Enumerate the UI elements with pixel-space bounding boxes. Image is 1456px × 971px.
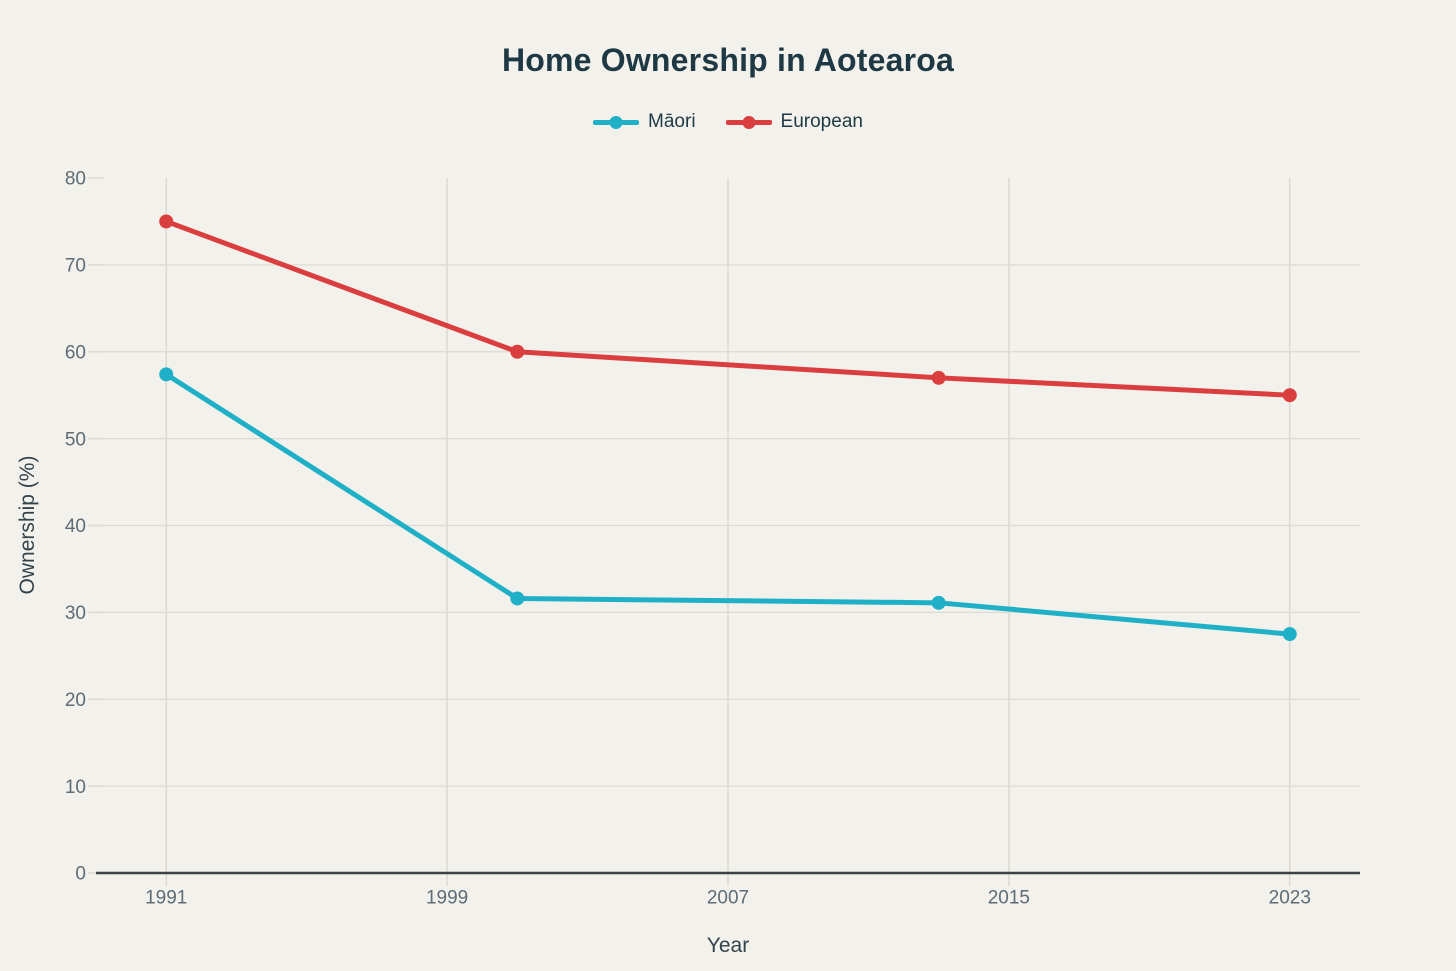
- legend-label: European: [780, 111, 863, 132]
- y-tick-label: 30: [65, 603, 86, 624]
- y-tick-label: 20: [65, 690, 86, 711]
- data-point-european-2013[interactable]: [931, 370, 946, 385]
- chart-title: Home Ownership in Aotearoa: [501, 42, 955, 78]
- data-point-maori-2001[interactable]: [510, 591, 525, 606]
- legend-item-maori[interactable]: Māori: [593, 111, 696, 133]
- line-dot-marker-icon: [725, 115, 772, 129]
- data-point-maori-2013[interactable]: [931, 595, 946, 610]
- y-tick-label: 80: [65, 169, 86, 190]
- series-line-european: [163, 218, 1293, 398]
- data-point-maori-1991[interactable]: [159, 367, 174, 382]
- x-tick-label: 1991: [145, 888, 187, 909]
- data-point-european-1991[interactable]: [159, 214, 174, 229]
- x-axis-title: Year: [706, 934, 750, 957]
- y-axis-title: Ownership (%): [16, 455, 39, 595]
- x-tick-label: 2015: [988, 888, 1030, 909]
- data-point-european-2023[interactable]: [1282, 388, 1297, 403]
- data-point-maori-2023[interactable]: [1282, 627, 1297, 642]
- y-tick-label: 60: [65, 342, 86, 363]
- y-tick-label: 40: [65, 516, 86, 537]
- x-tick-label: 1999: [426, 888, 468, 909]
- y-tick-label: 70: [65, 256, 86, 277]
- y-tick-label: 10: [65, 777, 86, 798]
- legend: Māori European: [0, 111, 1456, 133]
- x-tick-label: 2023: [1269, 888, 1311, 909]
- line-dot-marker-icon: [593, 115, 640, 129]
- legend-label: Māori: [648, 111, 696, 132]
- x-tick-label: 2007: [707, 888, 749, 909]
- data-point-european-2001[interactable]: [510, 344, 525, 359]
- y-tick-label: 0: [75, 864, 86, 885]
- legend-item-european[interactable]: European: [725, 111, 863, 133]
- y-tick-label: 50: [65, 429, 86, 450]
- series-line-maori: [163, 371, 1293, 637]
